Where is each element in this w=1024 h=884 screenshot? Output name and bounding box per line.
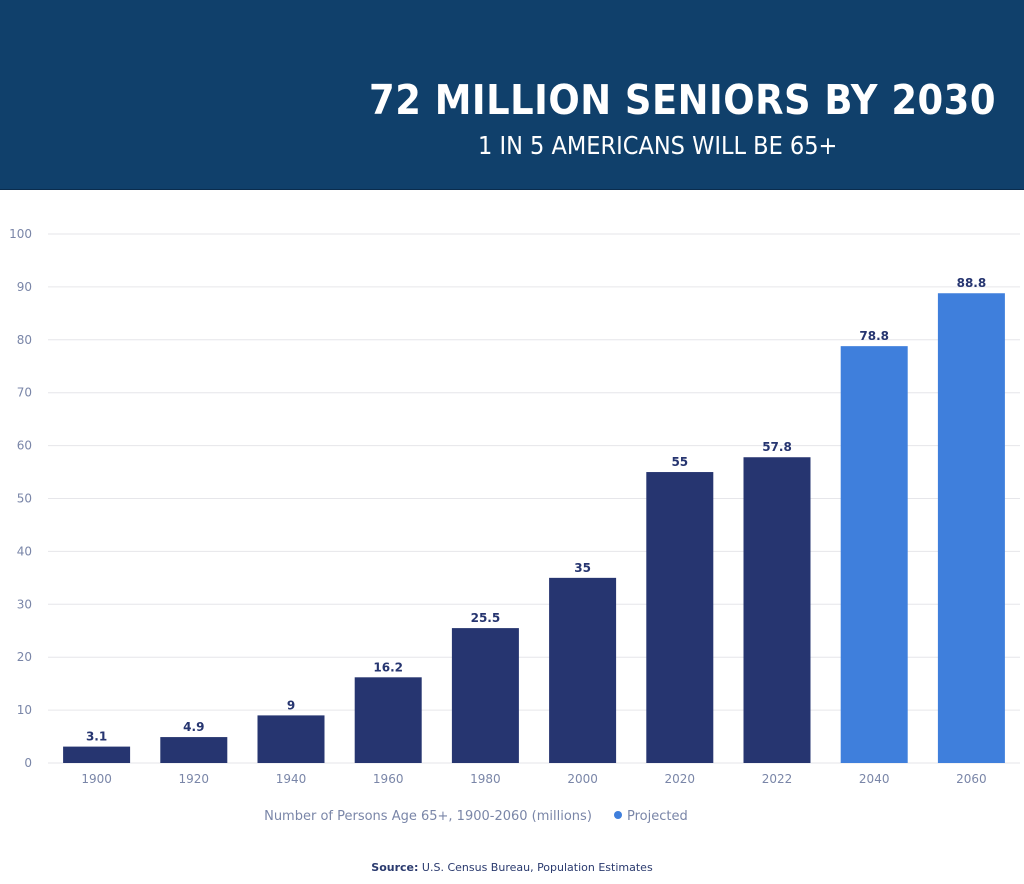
bar-value-label: 57.8 <box>762 440 792 454</box>
x-tick-label: 2000 <box>567 772 598 786</box>
y-tick-label: 100 <box>9 227 32 241</box>
y-tick-label: 50 <box>17 492 32 506</box>
bar <box>451 628 519 763</box>
y-tick-label: 70 <box>17 386 32 400</box>
header-banner: 72 MILLION SENIORS BY 2030 1 IN 5 AMERIC… <box>0 0 1024 190</box>
bar-projected <box>937 293 1005 763</box>
y-tick-label: 10 <box>17 703 32 717</box>
legend-projected-marker <box>614 811 622 819</box>
bar-value-label: 4.9 <box>183 720 204 734</box>
bar-value-label: 16.2 <box>373 660 403 674</box>
bar-value-label: 35 <box>574 561 591 575</box>
y-tick-label: 0 <box>24 756 32 770</box>
bar-projected <box>840 346 908 763</box>
page-title: 72 MILLION SENIORS BY 2030 <box>369 76 996 124</box>
x-tick-label: 1940 <box>276 772 307 786</box>
bar-value-label: 88.8 <box>957 276 987 290</box>
x-tick-label: 2060 <box>956 772 987 786</box>
bar <box>743 457 811 763</box>
bar-chart: 0 10 20 30 40 50 60 70 80 90 100 3.1 1900 4.9 1920 9 194… <box>9 227 1020 824</box>
bar-value-label: 9 <box>287 698 295 712</box>
page-subtitle: 1 IN 5 AMERICANS WILL BE 65+ <box>478 131 838 160</box>
x-tick-label: 1920 <box>179 772 210 786</box>
bar-value-label: 78.8 <box>859 329 889 343</box>
bar <box>63 746 131 763</box>
bar <box>354 677 422 763</box>
y-tick-label: 30 <box>17 597 32 611</box>
bar-value-label: 25.5 <box>471 611 501 625</box>
x-tick-label: 1900 <box>81 772 112 786</box>
x-tick-label: 1960 <box>373 772 404 786</box>
bar <box>646 472 714 763</box>
bar-value-label: 3.1 <box>86 730 107 744</box>
bar <box>257 715 325 763</box>
x-tick-label: 2022 <box>762 772 793 786</box>
x-tick-label: 2020 <box>665 772 696 786</box>
x-tick-label: 2040 <box>859 772 890 786</box>
x-tick-label: 1980 <box>470 772 501 786</box>
y-tick-label: 60 <box>17 439 32 453</box>
legend-projected-label: Projected <box>627 809 688 824</box>
y-tick-label: 20 <box>17 650 32 664</box>
bar <box>160 737 228 763</box>
y-tick-label: 90 <box>17 280 32 294</box>
legend-series-label: Number of Persons Age 65+, 1900-2060 (mi… <box>264 809 592 824</box>
source-note: Source: U.S. Census Bureau, Population E… <box>0 861 1024 874</box>
bar <box>549 577 617 763</box>
bar-value-label: 55 <box>671 455 688 469</box>
y-tick-label: 80 <box>17 333 32 347</box>
y-tick-label: 40 <box>17 544 32 558</box>
source-text: U.S. Census Bureau, Population Estimates <box>421 861 653 874</box>
source-label: Source: <box>371 861 419 874</box>
